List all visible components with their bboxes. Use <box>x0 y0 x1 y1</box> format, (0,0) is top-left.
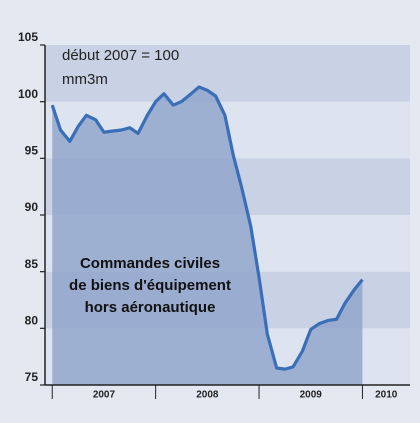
y-tick-label: 105 <box>18 30 38 44</box>
series-label: Commandes civiles <box>80 255 220 272</box>
line <box>50 85 364 371</box>
y-tick-label: 90 <box>25 200 39 214</box>
y-tick-label: 75 <box>25 370 39 384</box>
y-tick-label: 80 <box>25 314 39 328</box>
x-tick-label: 2007 <box>93 390 116 401</box>
band <box>45 45 410 102</box>
x-tick-label: 2008 <box>196 390 219 401</box>
annotation: début 2007 = 100 <box>62 47 179 64</box>
area <box>52 86 363 385</box>
x-tick-label: 2010 <box>375 390 398 401</box>
x-tick-label: 2009 <box>300 390 323 401</box>
series-label: hors aéronautique <box>85 299 216 316</box>
y-tick-label: 100 <box>18 87 38 101</box>
y-tick-label: 85 <box>25 257 39 271</box>
series-label: de biens d'équipement <box>69 277 231 294</box>
y-tick-label: 95 <box>25 144 39 158</box>
annotation: mm3m <box>62 71 108 88</box>
